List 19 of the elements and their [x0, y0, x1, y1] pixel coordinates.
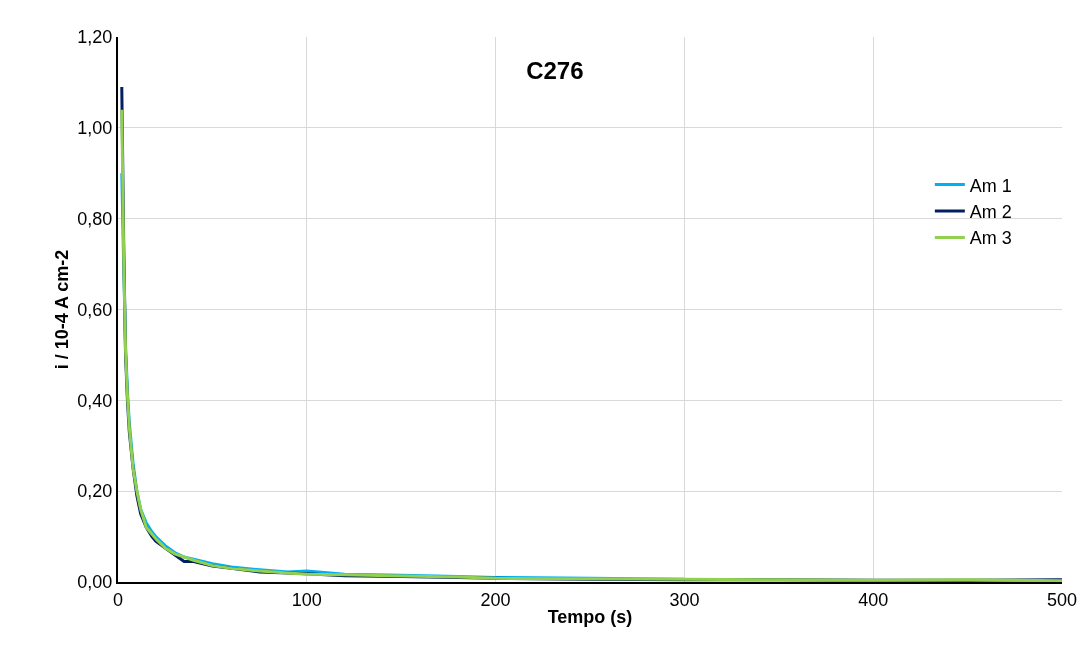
legend-label: Am 3	[969, 228, 1012, 249]
y-tick-label: 1,20	[77, 27, 113, 48]
x-tick-label: 500	[1046, 589, 1078, 610]
y-tick-label: 1,00	[77, 118, 113, 139]
y-tick-label: 0,20	[77, 481, 113, 502]
x-tick-label: 100	[291, 589, 322, 610]
x-axis-title: Tempo (s)	[547, 607, 633, 628]
legend-label: Am 1	[969, 175, 1012, 196]
y-tick-label: 0,80	[77, 208, 113, 229]
x-tick-label: 300	[669, 589, 700, 610]
text: C276	[526, 56, 584, 84]
y-tick-label: 0,00	[77, 572, 113, 593]
x-tick-label: 400	[858, 589, 889, 610]
y-tick-label: 0,60	[77, 299, 113, 320]
x-tick-label: 200	[480, 589, 511, 610]
x-tick-label: 0	[112, 589, 124, 610]
y-axis-title: i / 10-4 A cm-2	[52, 249, 73, 370]
legend-label: Am 2	[969, 202, 1012, 223]
y-tick-label: 0,40	[77, 390, 113, 411]
